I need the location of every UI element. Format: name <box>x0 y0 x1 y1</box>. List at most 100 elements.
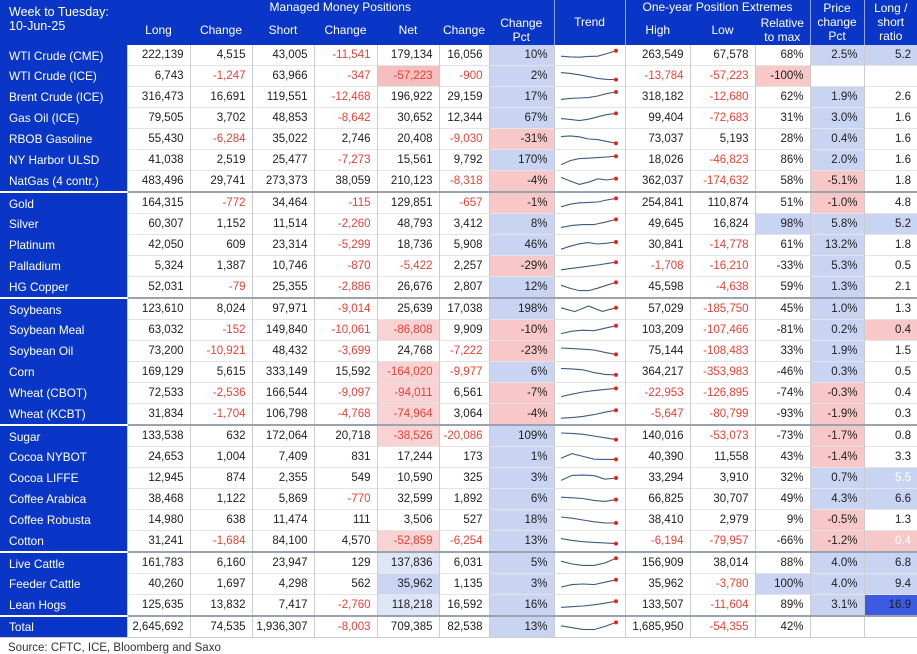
table-row: Palladium 5,324 1,387 10,746 -870 -5,422 2,257… <box>0 255 917 277</box>
cell-long-change: -152 <box>189 319 252 341</box>
cell-long-change: 29,741 <box>189 170 252 193</box>
positions-table: Week to Tuesday: 10-Jun-25 Managed Money… <box>0 0 917 639</box>
cell-high: 18,026 <box>624 149 691 171</box>
cell-long-short-ratio: 1.3 <box>863 509 917 531</box>
row-label: NatGas (4 contr.) <box>0 170 127 193</box>
cell-short: 23,947 <box>251 551 314 574</box>
cell-high: 66,825 <box>624 488 691 510</box>
cell-long-short-ratio: 0.8 <box>863 424 917 447</box>
cell-price-change-pct: 0.7% <box>809 467 865 489</box>
trend-end-dot <box>613 521 618 526</box>
cell-long: 73,200 <box>126 340 190 362</box>
cell-long-short-ratio: 5.2 <box>863 213 917 235</box>
trend-sparkline <box>560 599 618 609</box>
cell-low: -79,957 <box>689 530 756 553</box>
cell-high: -5,647 <box>624 403 691 426</box>
cell-high: 99,404 <box>624 107 691 129</box>
cell-change-pct: 8% <box>488 213 555 235</box>
cell-relative-to-max: 51% <box>754 191 811 214</box>
cell-low: -16,210 <box>689 255 756 277</box>
trend-cell <box>553 551 626 574</box>
cell-change-pct: 18% <box>488 509 555 531</box>
cell-long-short-ratio <box>863 65 917 87</box>
trend-cell <box>553 234 626 256</box>
trend-sparkline <box>560 196 618 208</box>
cell-high: 30,841 <box>624 234 691 256</box>
cell-low: -14,778 <box>689 234 756 256</box>
table-row: WTI Crude (CME) 222,139 4,515 43,005 -11,541… <box>0 45 917 66</box>
table-row: Total 2,645,692 74,535 1,936,307 -8,003 709,3… <box>0 615 917 639</box>
cell-short-change: 549 <box>313 467 377 489</box>
cell-short: 106,798 <box>251 403 314 426</box>
trend-cell <box>553 615 626 639</box>
trend-cell <box>553 319 626 341</box>
cell-long-change: 6,160 <box>189 551 252 574</box>
cell-relative-to-max: 49% <box>754 488 811 510</box>
cell-net-change: 3,412 <box>438 213 489 235</box>
column-header-relative-to-max: Relative to max <box>755 15 811 46</box>
row-label: Coffee Arabica <box>0 488 127 510</box>
cell-net-change: 527 <box>438 509 489 531</box>
cell-change-pct: 17% <box>488 86 555 108</box>
cell-short: 149,840 <box>251 319 314 341</box>
cell-short: 7,409 <box>251 446 314 468</box>
table-header: Week to Tuesday: 10-Jun-25 Managed Money… <box>0 0 917 46</box>
cell-short-change: 2,746 <box>313 128 377 150</box>
cell-relative-to-max: 59% <box>754 276 811 299</box>
cell-low: 16,824 <box>689 213 756 235</box>
cell-change-pct: 67% <box>488 107 555 129</box>
cell-long-change: 1,152 <box>189 213 252 235</box>
cell-change-pct: -31% <box>488 128 555 150</box>
trend-cell <box>553 594 626 617</box>
trend-cell <box>553 86 626 108</box>
cell-relative-to-max: -81% <box>754 319 811 341</box>
cell-relative-to-max: 89% <box>754 594 811 617</box>
trend-end-dot <box>613 541 618 546</box>
cell-long: 55,430 <box>126 128 190 150</box>
cell-long-change: 3,702 <box>189 107 252 129</box>
cell-long-change: 632 <box>189 424 252 447</box>
cell-net-change: -9,030 <box>438 128 489 150</box>
row-label: Wheat (KCBT) <box>0 403 127 426</box>
cell-long-short-ratio: 0.4 <box>863 319 917 341</box>
cell-net: 129,851 <box>376 191 439 214</box>
cell-net-change: 325 <box>438 467 489 489</box>
cell-net: 17,244 <box>376 446 439 468</box>
cell-low: -353,983 <box>689 361 756 383</box>
cell-change-pct: -1% <box>488 191 555 214</box>
table-row: Lean Hogs 125,635 13,832 7,417 -2,760 118,218… <box>0 594 917 617</box>
trend-cell <box>553 128 626 150</box>
row-label: Soybeans <box>0 297 127 320</box>
trend-cell <box>553 467 626 489</box>
cell-high: 45,598 <box>624 276 691 299</box>
cell-long-change: 609 <box>189 234 252 256</box>
cell-short: 35,022 <box>251 128 314 150</box>
cell-price-change-pct: 3.1% <box>809 594 865 617</box>
cell-net: 196,922 <box>376 86 439 108</box>
cell-long: 2,645,692 <box>126 615 190 639</box>
trend-end-dot <box>613 217 618 222</box>
table-row: Soybean Meal 63,032 -152 149,840 -10,061 -86,… <box>0 319 917 341</box>
cell-relative-to-max: 45% <box>754 297 811 320</box>
cell-relative-to-max: 42% <box>754 615 811 639</box>
cell-net: 10,590 <box>376 467 439 489</box>
cell-change-pct: -7% <box>488 382 555 404</box>
cell-short: 11,514 <box>251 213 314 235</box>
cell-change-pct: 109% <box>488 424 555 447</box>
trend-end-dot <box>613 437 618 442</box>
cell-relative-to-max: 32% <box>754 467 811 489</box>
cell-net: -74,964 <box>376 403 439 426</box>
trend-cell <box>553 446 626 468</box>
cell-short: 97,971 <box>251 297 314 320</box>
trend-end-dot <box>613 457 618 462</box>
row-label: Cocoa LIFFE <box>0 467 127 489</box>
row-label: Brent Crude (ICE) <box>0 86 127 108</box>
report-week-header: Week to Tuesday: 10-Jun-25 <box>0 0 127 46</box>
column-header-long: Long <box>127 15 190 46</box>
cell-price-change-pct: -1.0% <box>809 191 865 214</box>
cell-long-short-ratio: 1.8 <box>863 234 917 256</box>
cell-relative-to-max: -73% <box>754 424 811 447</box>
trend-sparkline <box>560 72 618 82</box>
table-row: Gold 164,315 -772 34,464 -115 129,851 -657 -1% 2… <box>0 191 917 214</box>
cell-high: 75,144 <box>624 340 691 362</box>
